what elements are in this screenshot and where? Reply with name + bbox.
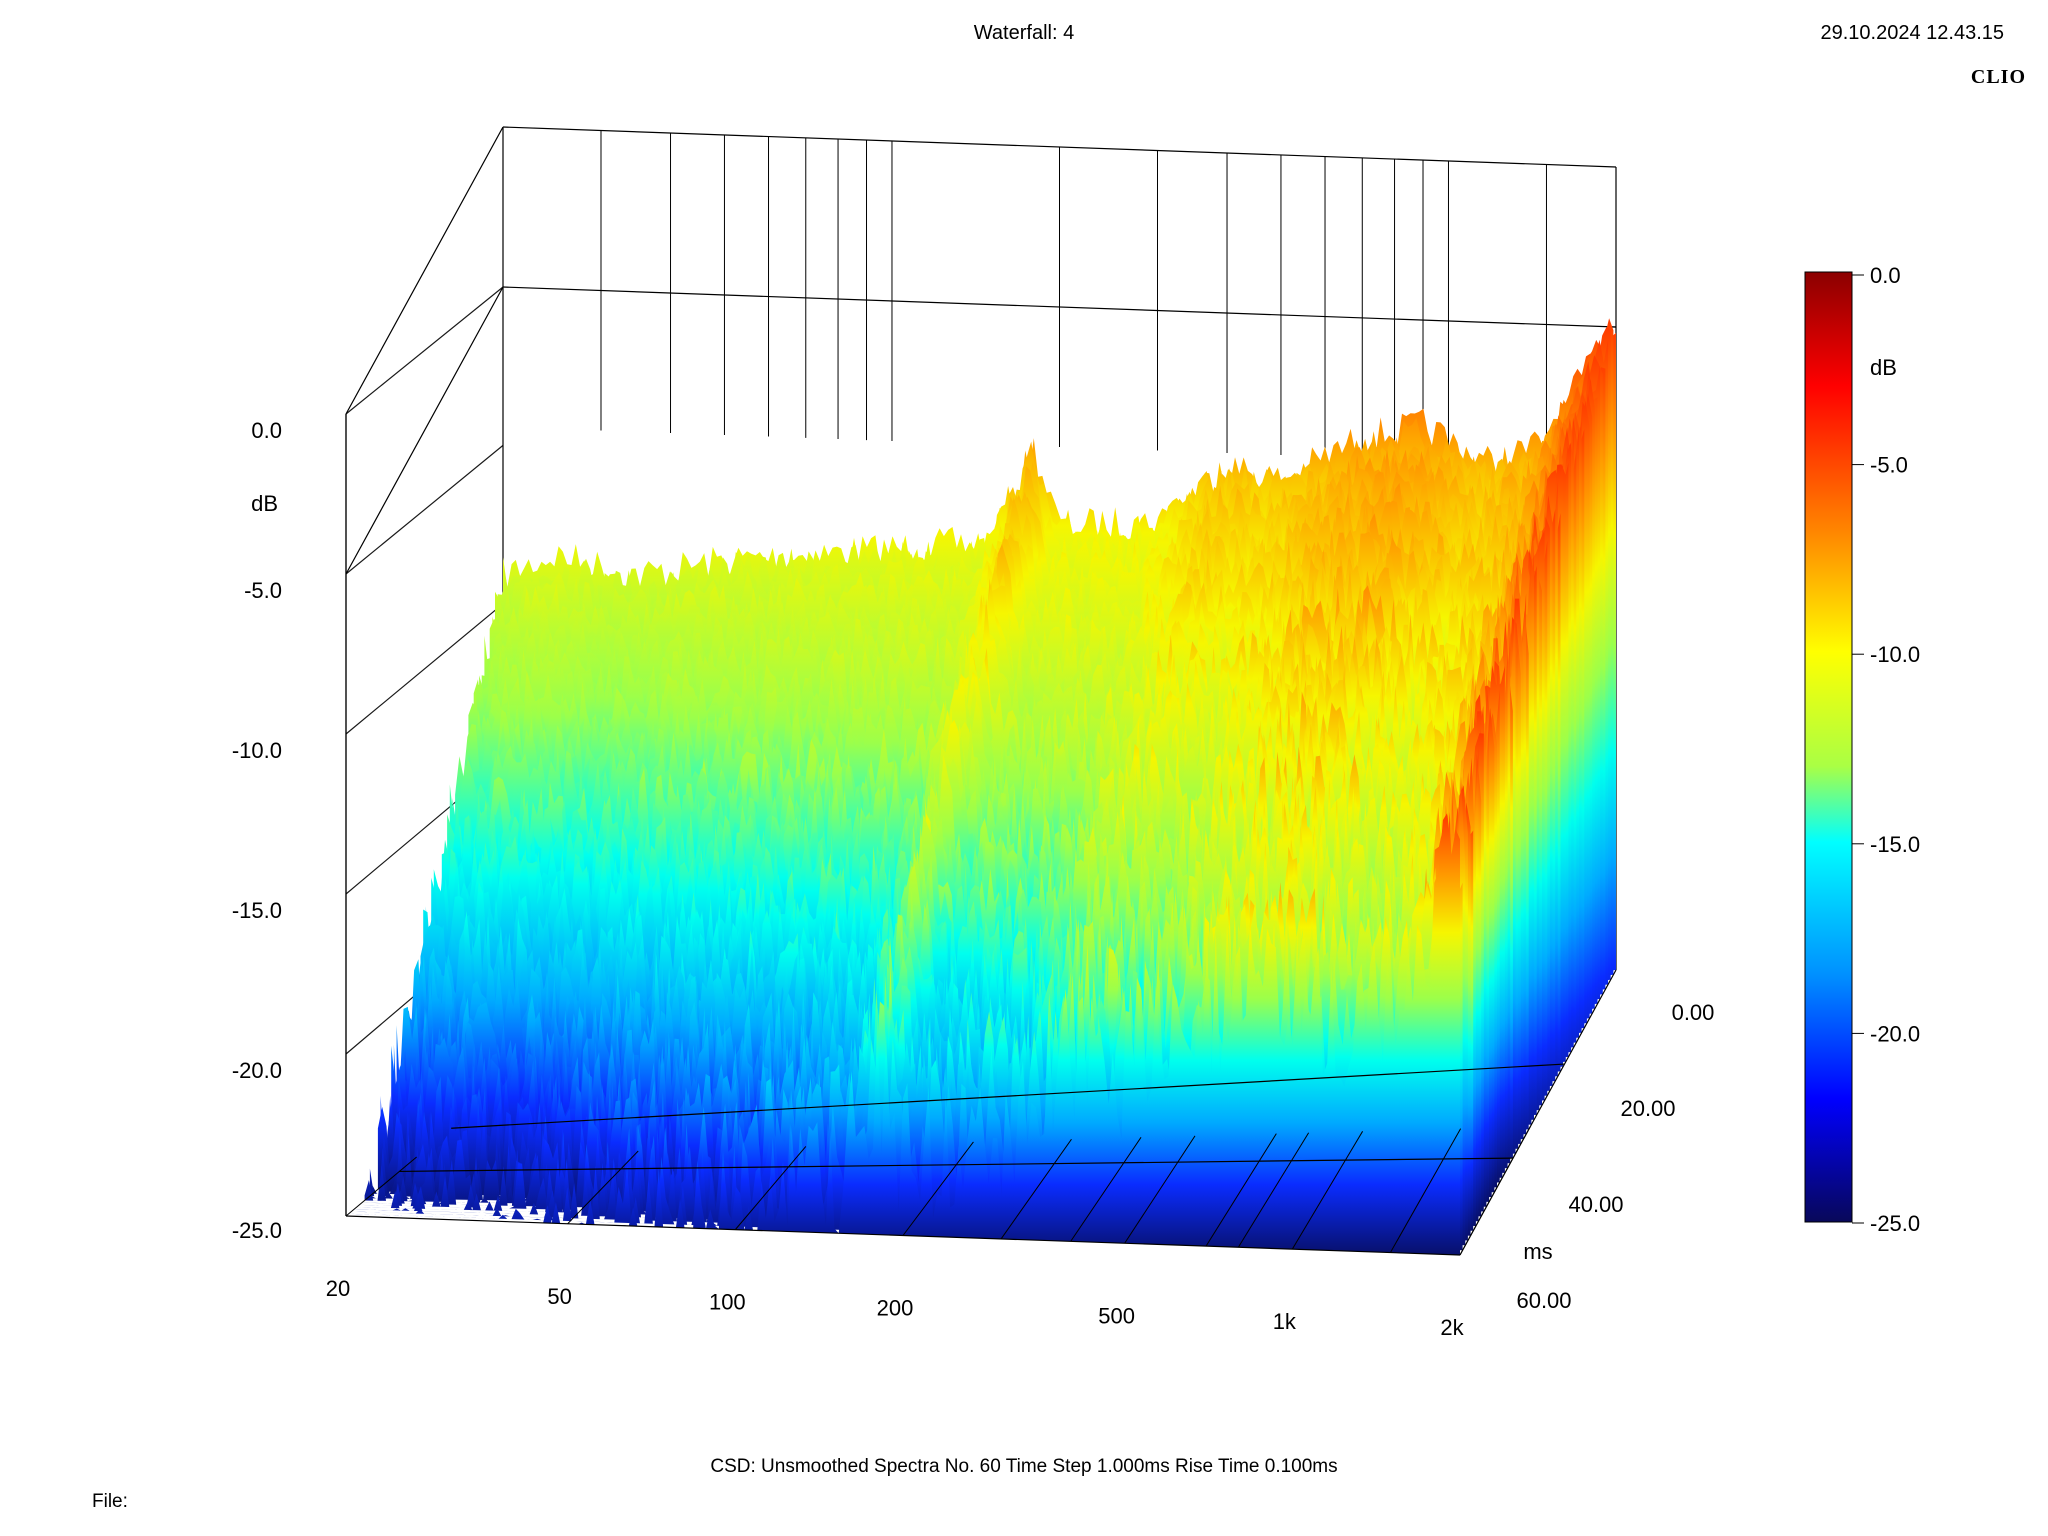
spectrum-slice — [346, 813, 1460, 1255]
file-label: File: — [92, 1491, 128, 1512]
colorbar-tick-label: -20.0 — [1870, 1021, 1920, 1046]
csd-info: CSD: Unsmoothed Spectra No. 60 Time Step… — [710, 1456, 1338, 1477]
timestamp: 29.10.2024 12.43.15 — [1820, 22, 2004, 44]
floor-grid — [345, 414, 1617, 1256]
z-tick-label: 20.00 — [1620, 1096, 1675, 1121]
y-tick-label: -15.0 — [232, 898, 282, 923]
colorbar-tick-label: -5.0 — [1870, 453, 1908, 478]
x-tick-label: 200 — [877, 1296, 914, 1321]
brand-logo: CLIO — [1970, 66, 2026, 88]
colorbar — [1804, 271, 1853, 1223]
x-tick-label: 50 — [547, 1284, 571, 1309]
z-axis-unit: ms — [1523, 1239, 1552, 1264]
x-tick-label: 1k — [1273, 1309, 1297, 1334]
colorbar-tick-label: -10.0 — [1870, 642, 1920, 667]
x-axis-labels: 20 50 100 200 500 1k 2k — [326, 1276, 1465, 1340]
colorbar-unit: dB — [1870, 355, 1897, 380]
x-tick-label: 20 — [326, 1276, 350, 1301]
x-tick-label: 100 — [709, 1290, 746, 1315]
z-tick-label: 40.00 — [1568, 1192, 1623, 1217]
z-tick-label: 0.00 — [1672, 1000, 1715, 1025]
colorbar-tick-label: 0.0 — [1870, 263, 1901, 288]
y-tick-label: -20.0 — [232, 1058, 282, 1083]
waterfall-surface — [346, 318, 1616, 1255]
x-tick-label: 2k — [1440, 1315, 1464, 1340]
z-axis-labels: 0.00 20.00 40.00 60.00 — [1516, 1000, 1714, 1313]
z-tick-label: 60.00 — [1516, 1288, 1571, 1313]
y-tick-label: -5.0 — [244, 578, 282, 603]
chart-title: Waterfall: 4 — [973, 22, 1075, 44]
y-tick-label: -25.0 — [232, 1218, 282, 1243]
y-axis-unit: dB — [251, 491, 278, 516]
colorbar-ticks: 0.0 -5.0 -10.0 -15.0 -20.0 -25.0 — [1852, 263, 1920, 1236]
y-axis-labels: 0.0 -5.0 -10.0 -15.0 -20.0 -25.0 — [232, 418, 282, 1243]
x-tick-label: 500 — [1098, 1303, 1135, 1328]
colorbar-tick-label: -25.0 — [1870, 1211, 1920, 1236]
y-tick-label: -10.0 — [232, 738, 282, 763]
colorbar-tick-label: -15.0 — [1870, 832, 1920, 857]
y-tick-label: 0.0 — [251, 418, 282, 443]
